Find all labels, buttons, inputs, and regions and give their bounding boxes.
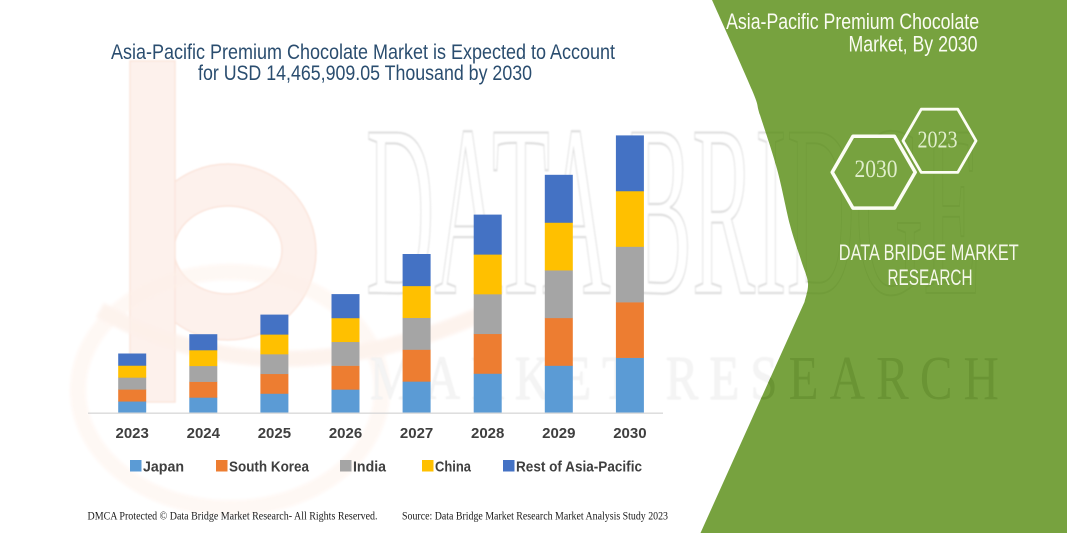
- svg-text:2024: 2024: [187, 425, 221, 442]
- svg-text:2029: 2029: [542, 425, 575, 442]
- svg-text:2028: 2028: [471, 425, 504, 442]
- svg-text:Source: Data Bridge Market Res: Source: Data Bridge Market Research Mark…: [402, 509, 668, 523]
- svg-text:2023: 2023: [918, 128, 958, 154]
- svg-text:RESEARCH: RESEARCH: [888, 265, 973, 290]
- svg-text:Japan: Japan: [143, 459, 184, 476]
- svg-text:DMCA Protected © Data Bridge M: DMCA Protected © Data Bridge Market Rese…: [88, 509, 378, 523]
- svg-text:Asia-Pacific Premium Chocolate: Asia-Pacific Premium Chocolate: [726, 9, 979, 34]
- svg-text:2026: 2026: [329, 425, 362, 442]
- svg-text:for USD 14,465,909.05 Thousand: for USD 14,465,909.05 Thousand by 2030: [198, 62, 532, 85]
- svg-text:DATA BRIDGE MARKET: DATA BRIDGE MARKET: [839, 240, 1019, 265]
- svg-text:Asia-Pacific Premium Chocolate: Asia-Pacific Premium Chocolate Market is…: [111, 41, 615, 64]
- svg-text:India: India: [353, 459, 387, 476]
- svg-text:2030: 2030: [613, 425, 646, 442]
- svg-text:2030: 2030: [855, 156, 898, 183]
- svg-text:2023: 2023: [116, 425, 149, 442]
- svg-text:Rest of Asia-Pacific: Rest of Asia-Pacific: [516, 459, 642, 476]
- svg-text:2027: 2027: [400, 425, 433, 442]
- svg-text:China: China: [435, 459, 472, 476]
- svg-text:Market, By 2030: Market, By 2030: [849, 32, 978, 57]
- svg-text:2025: 2025: [258, 425, 291, 442]
- svg-text:South Korea: South Korea: [229, 459, 310, 476]
